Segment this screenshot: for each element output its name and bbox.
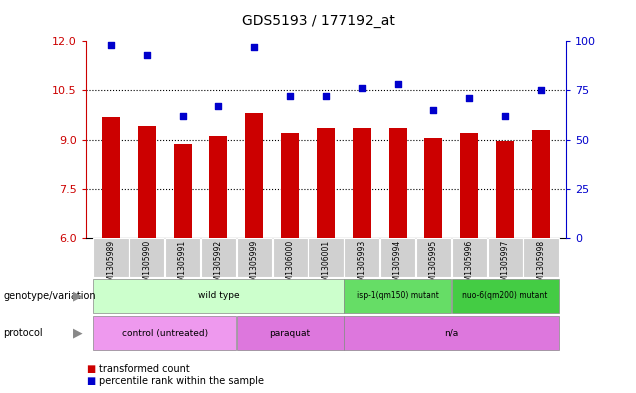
Point [249,44,259,50]
FancyBboxPatch shape [488,238,523,277]
FancyBboxPatch shape [273,238,308,277]
FancyBboxPatch shape [344,238,379,277]
Text: ■: ■ [86,364,95,374]
Text: genotype/variation: genotype/variation [3,290,96,301]
Point [177,113,188,119]
FancyBboxPatch shape [93,316,236,350]
Text: GSM1305990: GSM1305990 [142,240,151,291]
Text: isp-1(qm150) mutant: isp-1(qm150) mutant [357,291,439,300]
Bar [138,127,156,238]
Bar [102,117,120,238]
Point [106,42,116,48]
Text: GSM1306001: GSM1306001 [321,240,331,291]
Text: GSM1305994: GSM1305994 [393,240,402,291]
Point [285,93,295,99]
Text: ▶: ▶ [73,327,83,340]
Text: GSM1305996: GSM1305996 [465,240,474,291]
FancyBboxPatch shape [416,238,451,277]
Text: wild type: wild type [198,291,239,300]
Bar [496,141,514,238]
FancyBboxPatch shape [165,238,200,277]
Point [321,93,331,99]
FancyBboxPatch shape [344,316,558,350]
Point [464,95,474,101]
Text: GSM1306000: GSM1306000 [286,240,294,291]
Bar [317,128,335,238]
Text: GSM1305998: GSM1305998 [536,240,546,291]
Text: GSM1305991: GSM1305991 [178,240,187,291]
FancyBboxPatch shape [93,279,343,313]
Bar [209,136,228,238]
FancyBboxPatch shape [93,238,128,277]
Point [392,81,403,88]
Point [142,52,152,58]
Text: GDS5193 / 177192_at: GDS5193 / 177192_at [242,14,394,28]
Bar [174,144,191,238]
Bar [389,128,406,238]
FancyBboxPatch shape [344,279,451,313]
FancyBboxPatch shape [201,238,236,277]
FancyBboxPatch shape [237,238,272,277]
Bar [424,138,443,238]
FancyBboxPatch shape [452,238,487,277]
Bar [532,130,550,238]
Text: ■: ■ [86,376,95,386]
Text: nuo-6(qm200) mutant: nuo-6(qm200) mutant [462,291,548,300]
Text: GSM1305995: GSM1305995 [429,240,438,291]
Text: transformed count: transformed count [99,364,190,374]
Text: n/a: n/a [444,329,459,338]
Text: percentile rank within the sample: percentile rank within the sample [99,376,263,386]
Bar [281,133,299,238]
Point [429,107,439,113]
Text: GSM1305999: GSM1305999 [250,240,259,291]
FancyBboxPatch shape [129,238,164,277]
Text: GSM1305992: GSM1305992 [214,240,223,291]
Text: ▶: ▶ [73,289,83,302]
FancyBboxPatch shape [380,238,415,277]
Bar [353,128,371,238]
FancyBboxPatch shape [237,316,343,350]
Text: paraquat: paraquat [270,329,310,338]
Text: control (untreated): control (untreated) [121,329,208,338]
FancyBboxPatch shape [452,279,558,313]
Point [500,113,510,119]
Point [536,87,546,94]
Bar [460,133,478,238]
Text: protocol: protocol [3,328,43,338]
Text: GSM1305993: GSM1305993 [357,240,366,291]
FancyBboxPatch shape [523,238,558,277]
FancyBboxPatch shape [308,238,343,277]
Text: GSM1305989: GSM1305989 [106,240,116,291]
Point [357,85,367,92]
Bar [245,113,263,238]
Point [213,103,223,109]
Text: GSM1305997: GSM1305997 [501,240,509,291]
